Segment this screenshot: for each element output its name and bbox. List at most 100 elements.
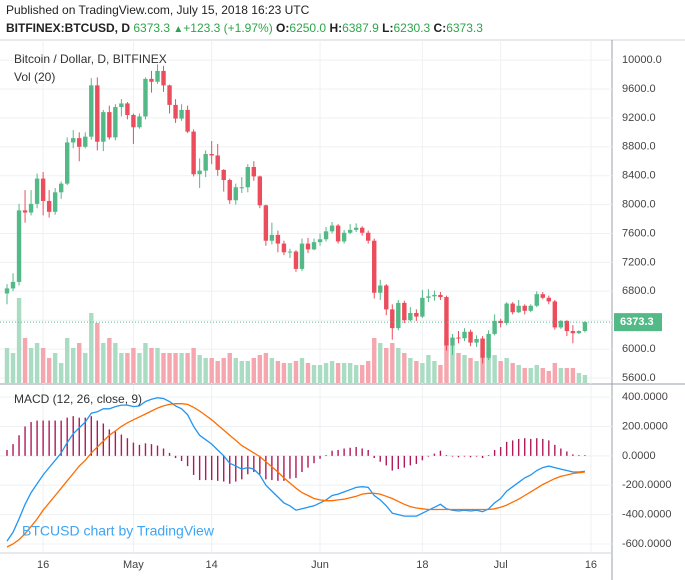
- y-tick-label: 400.0000: [622, 391, 668, 403]
- candle-body: [179, 109, 184, 119]
- ohlc-value: 6373.3: [446, 21, 483, 35]
- candle-body: [89, 85, 94, 137]
- candle-body: [480, 338, 485, 358]
- x-tick-label: Jul: [494, 559, 508, 571]
- volume-bar: [245, 361, 250, 383]
- y-tick-label: 0.0000: [622, 450, 656, 462]
- volume-bar: [378, 343, 383, 383]
- candle-body: [426, 296, 431, 298]
- candle-body: [167, 85, 172, 105]
- ohlc-value: 6387.9: [342, 21, 379, 35]
- macd-title: MACD (12, 26, close, 9): [14, 392, 142, 406]
- y-tick-label: 6000.0: [622, 343, 656, 355]
- volume-bar: [323, 363, 329, 383]
- volume-bar: [462, 355, 467, 383]
- candle-body: [101, 112, 106, 142]
- ohlc-key: H:: [329, 21, 343, 35]
- candle-body: [215, 155, 220, 170]
- candle-body: [468, 331, 473, 343]
- candle-body: [359, 227, 365, 233]
- candle-body: [498, 320, 503, 324]
- candle-body: [450, 337, 455, 346]
- volume-bar: [149, 348, 154, 383]
- volume-bar: [137, 353, 142, 383]
- grid: [0, 40, 612, 553]
- volume-bar: [468, 358, 473, 383]
- volume-bar: [131, 348, 136, 383]
- candle-body: [582, 322, 588, 332]
- y-tick-label: 10000.0: [622, 54, 662, 66]
- ohlc-key: C:: [433, 21, 447, 35]
- volume-bar: [28, 348, 34, 383]
- candle-body: [10, 281, 16, 289]
- volume-bar: [16, 298, 22, 383]
- candle-body: [143, 78, 148, 117]
- candle-body: [287, 251, 293, 253]
- volume-bar: [101, 343, 106, 383]
- volume-bar: [40, 348, 46, 383]
- volume-bar: [402, 353, 407, 383]
- volume-bar: [564, 368, 570, 383]
- candle-body: [137, 116, 142, 128]
- candle-body: [113, 107, 118, 138]
- x-tick-label: 16: [37, 559, 49, 571]
- candle-body: [462, 331, 467, 339]
- volume-bar: [486, 348, 491, 383]
- volume-bar: [432, 361, 437, 383]
- x-tick-label: Jun: [311, 559, 329, 571]
- candle-body: [269, 234, 275, 241]
- volume-bar: [22, 338, 28, 383]
- volume-bar: [275, 361, 281, 383]
- volume-bar: [474, 361, 479, 383]
- volume-bar: [329, 361, 335, 383]
- candle-body: [432, 294, 437, 297]
- x-tick-label: 16: [585, 559, 597, 571]
- volume-bar: [558, 368, 564, 383]
- y-tick-label: -200.0000: [622, 479, 672, 491]
- candle-body: [510, 303, 515, 313]
- x-tick-label: 14: [206, 559, 218, 571]
- volume-bar: [546, 371, 551, 383]
- volume-bar: [534, 365, 539, 383]
- candle-body: [161, 70, 166, 86]
- candle-body: [372, 240, 377, 293]
- candle-body: [528, 305, 533, 311]
- volume-bar: [46, 358, 52, 383]
- volume-bar: [492, 355, 497, 383]
- candle-body: [384, 285, 389, 310]
- y-tick-label: 8800.0: [622, 141, 656, 153]
- candle-body: [305, 243, 311, 250]
- candle-body: [233, 187, 238, 201]
- candle-body: [28, 203, 34, 213]
- candle-body: [191, 131, 196, 175]
- candle-body: [341, 232, 347, 242]
- y-tick-label: 8000.0: [622, 199, 656, 211]
- ohlc-key: O:: [276, 21, 290, 35]
- volume-bar: [113, 343, 118, 383]
- candle-body: [209, 154, 214, 156]
- candle-body: [71, 138, 76, 143]
- volume-bar: [444, 338, 449, 383]
- candle-body: [311, 242, 317, 250]
- candle-body: [408, 312, 413, 321]
- volume-bar: [576, 373, 582, 383]
- volume-bar: [414, 361, 419, 383]
- volume-bar: [221, 358, 226, 383]
- candle-body: [185, 109, 190, 132]
- candle-body: [558, 320, 564, 328]
- volume-bar: [450, 345, 455, 383]
- candle-body: [83, 136, 88, 147]
- candle-body: [366, 232, 371, 241]
- candle-body: [552, 301, 558, 328]
- y-tick-label: 6800.0: [622, 285, 656, 297]
- candle-body: [227, 180, 232, 201]
- marks: [0, 64, 612, 548]
- candle-body: [173, 104, 178, 119]
- candle-body: [203, 154, 208, 171]
- volume-bar: [359, 365, 365, 383]
- ohlc-value: 6230.3: [393, 21, 431, 35]
- candle-body: [221, 169, 226, 181]
- candle-body: [402, 302, 407, 321]
